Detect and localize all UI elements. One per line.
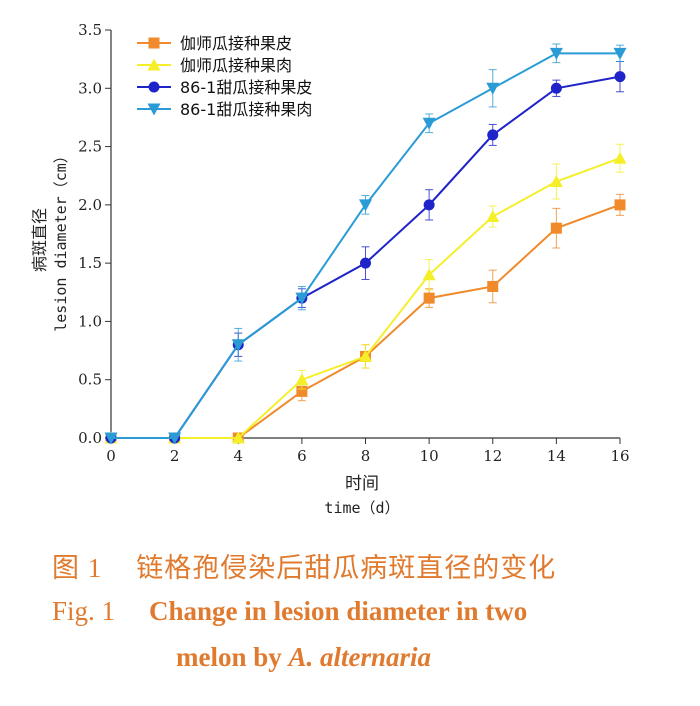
series-2: [104, 143, 627, 444]
y-tick-label: 3.5: [78, 21, 102, 39]
data-point: [613, 47, 627, 60]
data-point: [359, 349, 372, 362]
legend-entry: 伽师瓜接种果肉: [180, 56, 292, 75]
data-point: [231, 339, 245, 352]
data-point: [422, 117, 436, 130]
data-point: [613, 151, 627, 164]
y-tick-label: 1.5: [78, 254, 102, 272]
caption-en-line2: melon by A. alternaria: [176, 642, 696, 673]
x-tick-label: 8: [361, 447, 371, 465]
data-point: [359, 199, 372, 212]
data-point: [104, 432, 118, 445]
data-point: [295, 373, 309, 386]
legend-entry: 86-1甜瓜接种果皮: [180, 78, 312, 97]
x-axis-label-en: time（d）: [324, 499, 399, 517]
data-point: [296, 385, 308, 397]
data-point: [614, 199, 626, 211]
series-line: [111, 203, 621, 439]
y-tick-label: 3.0: [78, 79, 102, 97]
y-axis-label-en: lesion diameter（cm）: [52, 148, 70, 332]
x-tick-label: 4: [233, 447, 243, 465]
line-chart: 0.0 0.5 1.0 1.5 2.0 2.5 3.0 3.5 0 2 4 6 8 10 12 14 16 伽师…: [30, 21, 630, 517]
y-tick-label: 2.5: [78, 138, 102, 156]
data-point: [486, 82, 500, 95]
data-point: [295, 292, 309, 305]
data-point: [487, 280, 499, 292]
x-tick-label: 16: [610, 447, 629, 465]
caption-cn: 图 1 链格孢侵染后甜瓜病斑直径的变化: [52, 546, 692, 585]
series-4: [104, 43, 627, 445]
legend-marker: [148, 37, 160, 49]
data-point: [168, 432, 182, 445]
y-tick-label: 2.0: [78, 196, 102, 214]
data-point: [549, 175, 563, 188]
y-tick-label: 0.5: [78, 371, 102, 389]
data-point: [360, 257, 371, 269]
x-tick-label: 0: [106, 447, 116, 465]
legend-marker: [148, 81, 160, 93]
y-tick-label: 1.0: [78, 312, 102, 330]
x-tick-label: 12: [483, 447, 502, 465]
x-axis-label-cn: 时间: [345, 474, 379, 494]
data-point: [550, 82, 562, 94]
series-layer: [104, 43, 627, 445]
legend-entry: 伽师瓜接种果皮: [180, 34, 292, 53]
data-point: [422, 268, 436, 281]
caption-en-text: Change in lesion diameter in two: [149, 596, 528, 626]
caption-cn-text: 链格孢侵染后甜瓜病斑直径的变化: [136, 553, 557, 583]
legend-entry: 86-1甜瓜接种果肉: [180, 100, 312, 119]
axes: 0.0 0.5 1.0 1.5 2.0 2.5 3.0 3.5 0 2 4 6 8 10 12 14 16: [78, 21, 629, 465]
data-point: [423, 292, 435, 304]
data-point: [487, 129, 499, 141]
x-tick-label: 14: [547, 447, 566, 465]
data-point: [614, 71, 626, 83]
y-axis-label-cn: 病斑直径: [30, 208, 49, 272]
caption-en-text-2: melon by: [176, 642, 289, 672]
x-tick-label: 10: [420, 447, 439, 465]
y-tick-label: 0.0: [78, 429, 102, 447]
series-1: [105, 193, 626, 444]
data-point: [550, 222, 562, 234]
data-point: [423, 199, 435, 211]
caption-cn-number: 图 1: [52, 553, 103, 583]
x-tick-label: 6: [297, 447, 307, 465]
x-tick-label: 2: [170, 447, 180, 465]
data-point: [486, 210, 500, 223]
data-point: [231, 431, 245, 444]
data-point: [549, 47, 563, 60]
legend-marker: [147, 58, 161, 71]
caption-en-line1: Fig. 1 Change in lesion diameter in two: [52, 596, 692, 627]
caption-en-species: A. alternaria: [288, 642, 432, 672]
caption-en-number: Fig. 1: [52, 596, 116, 626]
legend-marker: [147, 103, 161, 116]
